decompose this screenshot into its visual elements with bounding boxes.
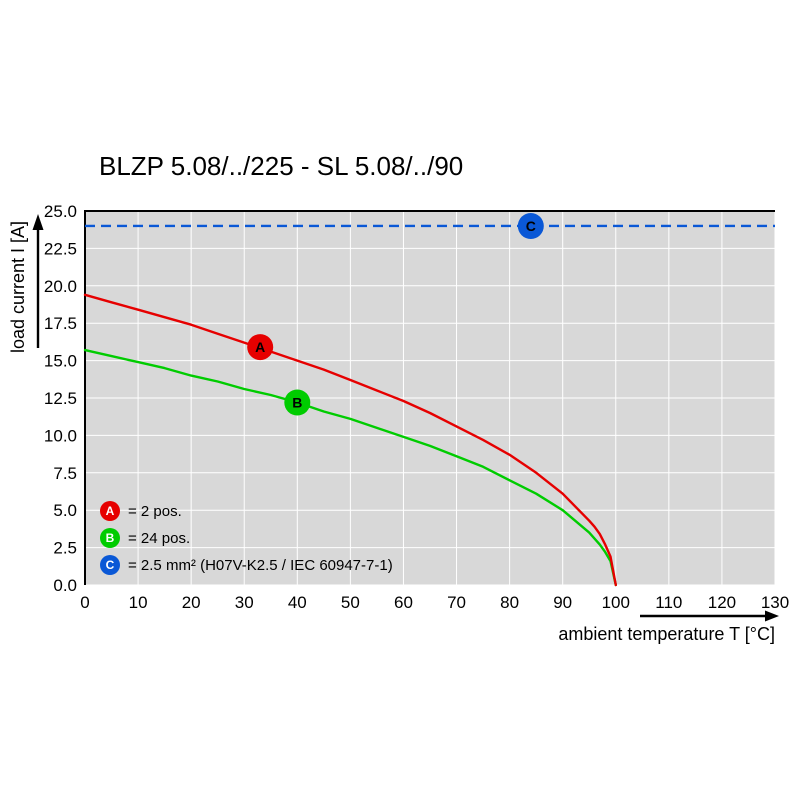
svg-text:15.0: 15.0: [44, 352, 77, 371]
svg-text:0.0: 0.0: [53, 576, 77, 595]
series-a-legend-marker: A: [100, 501, 120, 521]
legend-item-a: A = 2 pos.: [100, 501, 393, 521]
legend: A = 2 pos. B = 24 pos. C = 2.5 mm² (H07V…: [100, 501, 393, 582]
svg-text:A: A: [255, 339, 265, 355]
x-axis-label: ambient temperature T [°C]: [558, 624, 775, 644]
svg-text:110: 110: [655, 593, 682, 612]
marker-A: [247, 334, 274, 361]
svg-text:10: 10: [129, 593, 148, 612]
svg-text:C: C: [526, 218, 536, 234]
svg-text:22.5: 22.5: [44, 239, 77, 258]
series-c-legend-marker: C: [100, 555, 120, 575]
svg-text:120: 120: [708, 593, 736, 612]
svg-text:B: B: [292, 395, 302, 411]
svg-text:20: 20: [182, 593, 201, 612]
svg-text:17.5: 17.5: [44, 314, 77, 333]
svg-text:30: 30: [235, 593, 254, 612]
svg-text:50: 50: [341, 593, 360, 612]
legend-item-b: B = 24 pos.: [100, 528, 393, 548]
svg-text:20.0: 20.0: [44, 277, 77, 296]
series-A-curve: [83, 293, 617, 587]
chart-title: BLZP 5.08/../225 - SL 5.08/../90: [99, 151, 464, 181]
svg-text:80: 80: [500, 593, 519, 612]
svg-text:70: 70: [447, 593, 466, 612]
svg-text:100: 100: [602, 593, 630, 612]
series-b-legend-marker: B: [100, 528, 120, 548]
svg-text:90: 90: [553, 593, 572, 612]
svg-text:12.5: 12.5: [44, 389, 77, 408]
legend-item-c-label: = 2.5 mm² (H07V-K2.5 / IEC 60947-7-1): [128, 556, 393, 574]
marker-B: [284, 389, 311, 416]
svg-text:0: 0: [80, 593, 89, 612]
legend-item-b-label: = 24 pos.: [128, 529, 191, 547]
svg-text:25.0: 25.0: [44, 202, 77, 221]
svg-text:5.0: 5.0: [53, 501, 77, 520]
svg-text:60: 60: [394, 593, 413, 612]
series-B-curve: [83, 348, 617, 587]
x-axis-arrowhead: [765, 610, 779, 622]
legend-item-a-label: = 2 pos.: [128, 502, 182, 520]
marker-C: [517, 213, 544, 239]
svg-text:10.0: 10.0: [44, 426, 77, 445]
svg-text:130: 130: [761, 593, 789, 612]
legend-item-c: C = 2.5 mm² (H07V-K2.5 / IEC 60947-7-1): [100, 555, 393, 575]
svg-text:40: 40: [288, 593, 307, 612]
y-axis-arrowhead: [32, 214, 44, 230]
svg-text:2.5: 2.5: [53, 539, 77, 558]
svg-text:7.5: 7.5: [53, 464, 77, 483]
